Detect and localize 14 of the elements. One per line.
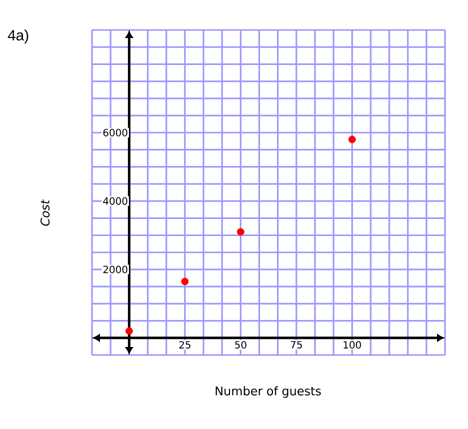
chart-title: 4a) — [8, 30, 28, 44]
x-tick-label: 25 — [179, 341, 190, 349]
point — [348, 136, 356, 144]
point — [181, 278, 189, 286]
point — [236, 228, 244, 236]
y-tick-label: 4000 — [103, 197, 128, 205]
y-tick-label: 6000 — [103, 128, 128, 136]
y-tick-label: 2000 — [103, 266, 128, 274]
x-tick-label: 100 — [344, 341, 361, 349]
y-axis-title: Cost — [40, 199, 50, 226]
point — [125, 327, 133, 335]
x-axis-title: Number of guests — [216, 386, 321, 398]
x-tick-label: 50 — [235, 341, 246, 349]
x-tick-label: 75 — [290, 341, 302, 348]
